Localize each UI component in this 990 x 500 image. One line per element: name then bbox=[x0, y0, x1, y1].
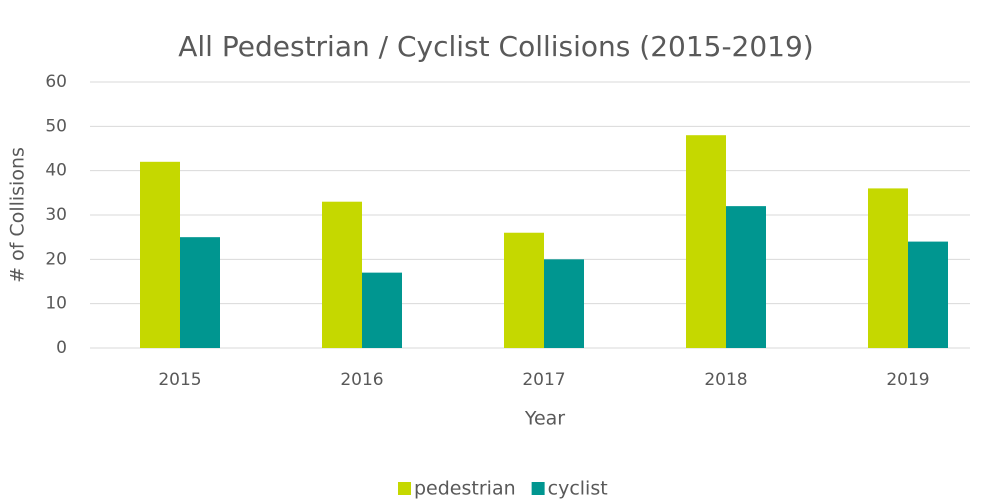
x-tick-label: 2018 bbox=[704, 370, 747, 390]
y-tick-label: 60 bbox=[45, 72, 67, 92]
bar bbox=[140, 161, 180, 348]
bar bbox=[726, 206, 766, 348]
x-tick-label: 2017 bbox=[522, 370, 565, 390]
y-axis-label: # of Collisions bbox=[7, 147, 29, 283]
bar bbox=[180, 237, 220, 348]
bar bbox=[544, 259, 584, 348]
x-tick-label: 2016 bbox=[340, 370, 383, 390]
bar bbox=[504, 232, 544, 348]
x-tick-label: 2015 bbox=[158, 370, 201, 390]
bar bbox=[868, 188, 908, 348]
legend-swatch bbox=[531, 482, 545, 495]
x-tick-label: 2019 bbox=[886, 370, 929, 390]
y-tick-label: 40 bbox=[45, 161, 67, 181]
bar bbox=[686, 135, 726, 348]
bar bbox=[362, 272, 402, 348]
y-tick-label: 20 bbox=[45, 249, 67, 269]
legend-label: cyclist bbox=[548, 478, 608, 500]
bar bbox=[322, 201, 362, 348]
y-tick-label: 50 bbox=[45, 116, 67, 136]
legend-swatch bbox=[398, 482, 411, 495]
x-axis-label: Year bbox=[524, 408, 565, 430]
y-tick-label: 10 bbox=[45, 294, 67, 314]
legend-label: pedestrian bbox=[414, 478, 516, 500]
y-tick-label: 30 bbox=[45, 205, 67, 225]
chart-title: All Pedestrian / Cyclist Collisions (201… bbox=[178, 30, 813, 63]
bar bbox=[908, 241, 948, 348]
y-tick-label: 0 bbox=[56, 338, 67, 358]
